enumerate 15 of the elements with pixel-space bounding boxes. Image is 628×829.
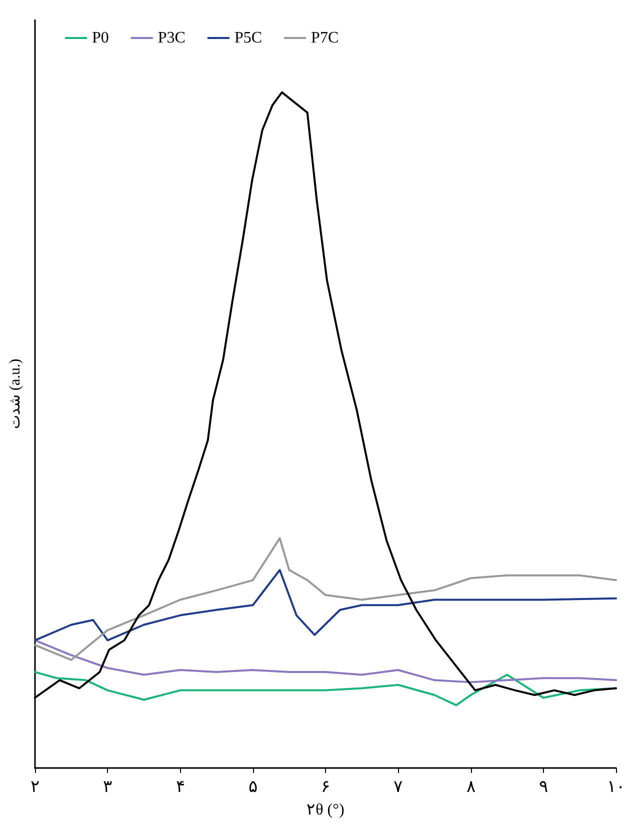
y-axis-title: شدت (a.u.) — [8, 358, 24, 430]
x-tick-label: ۲ — [30, 777, 40, 796]
x-tick-label: ۷ — [394, 777, 403, 796]
x-tick-label: ۶ — [321, 777, 330, 796]
legend-label: P7C — [311, 30, 339, 46]
x-tick-label: ۵ — [248, 777, 258, 796]
x-tick-label: ۳ — [103, 777, 112, 796]
legend-label: P3C — [158, 30, 186, 46]
x-tick-label: ۴ — [176, 777, 185, 796]
x-tick-label: ۸ — [466, 777, 476, 796]
legend-label: P5C — [234, 30, 262, 46]
legend-label: P0 — [92, 30, 109, 46]
x-tick-label: ۱۰ — [607, 777, 625, 796]
x-tick-label: ۹ — [538, 777, 548, 796]
x-axis-title: ۲θ (°) — [306, 802, 344, 818]
